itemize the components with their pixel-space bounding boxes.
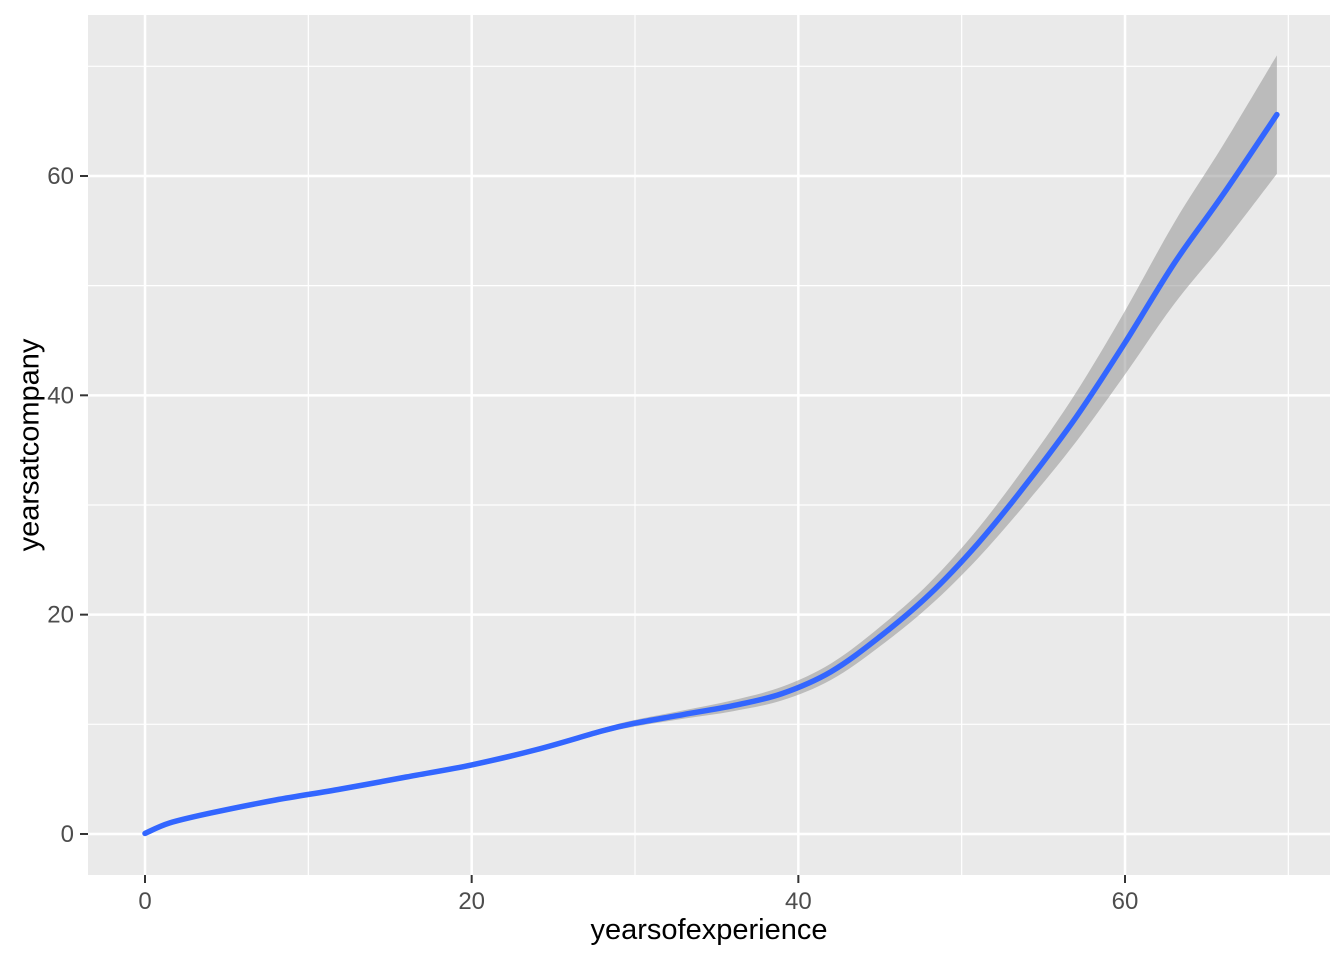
x-axis-title: yearsofexperience: [590, 914, 828, 946]
x-tick-label: 20: [458, 888, 485, 915]
x-tick-label: 60: [1112, 888, 1139, 915]
x-tick-label: 0: [138, 888, 151, 915]
y-tick-label: 0: [61, 821, 74, 848]
plot-panel: [88, 15, 1330, 875]
y-tick-label: 60: [47, 163, 74, 190]
y-axis-title: yearsatcompany: [13, 338, 46, 552]
x-tick-label: 40: [785, 888, 812, 915]
y-tick-label: 40: [47, 382, 74, 409]
smooth-line: [142, 111, 1280, 837]
confidence-ribbon: [145, 55, 1277, 836]
y-tick-label: 20: [47, 602, 74, 629]
